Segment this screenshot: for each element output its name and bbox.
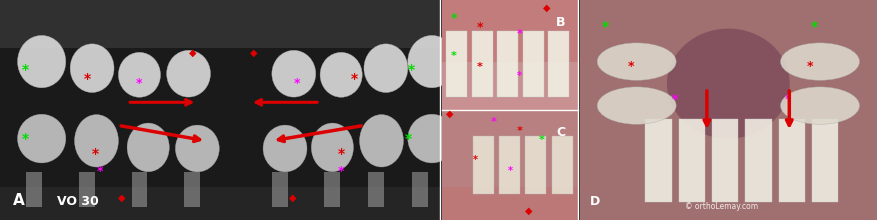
Text: *: *: [508, 166, 513, 176]
Text: *: *: [338, 165, 344, 178]
Ellipse shape: [360, 115, 403, 167]
Bar: [779, 119, 805, 202]
Text: *: *: [672, 94, 678, 106]
Text: ◆: ◆: [446, 109, 454, 119]
Ellipse shape: [781, 43, 859, 80]
Text: *: *: [83, 72, 90, 86]
Ellipse shape: [18, 35, 66, 88]
Text: *: *: [351, 72, 358, 86]
Ellipse shape: [667, 29, 790, 139]
Text: *: *: [405, 132, 412, 146]
Ellipse shape: [781, 87, 859, 124]
Bar: [472, 31, 493, 97]
Bar: [368, 172, 384, 207]
Text: VO 30: VO 30: [57, 195, 99, 208]
Text: *: *: [477, 21, 483, 34]
Bar: [26, 172, 42, 207]
Bar: [525, 136, 546, 194]
Bar: [548, 31, 569, 97]
Text: ◆: ◆: [118, 193, 126, 203]
Text: A: A: [13, 192, 25, 208]
Text: *: *: [96, 165, 103, 178]
Text: *: *: [451, 51, 457, 61]
Bar: [442, 0, 578, 62]
Text: ◆: ◆: [189, 48, 196, 58]
Text: *: *: [22, 63, 29, 77]
Text: *: *: [517, 126, 523, 136]
Bar: [712, 119, 738, 202]
Text: *: *: [338, 147, 345, 161]
Ellipse shape: [364, 44, 408, 92]
Bar: [745, 119, 772, 202]
Ellipse shape: [118, 52, 160, 97]
Bar: [497, 31, 518, 97]
Bar: [0, 0, 440, 48]
Text: *: *: [785, 94, 791, 106]
Ellipse shape: [311, 123, 353, 172]
Ellipse shape: [597, 43, 676, 80]
Bar: [272, 172, 288, 207]
Text: *: *: [807, 61, 813, 73]
Text: *: *: [451, 12, 457, 25]
Text: ◆: ◆: [289, 193, 297, 203]
Ellipse shape: [408, 35, 456, 88]
Bar: [812, 119, 838, 202]
Text: *: *: [811, 20, 818, 34]
Bar: [645, 119, 672, 202]
Bar: [552, 136, 573, 194]
Ellipse shape: [320, 52, 362, 97]
Bar: [442, 0, 578, 110]
Bar: [679, 119, 705, 202]
Text: D: D: [590, 195, 601, 208]
Text: *: *: [517, 29, 523, 39]
Bar: [473, 136, 494, 194]
Bar: [442, 187, 578, 220]
Text: *: *: [490, 117, 496, 127]
Ellipse shape: [597, 87, 676, 124]
Bar: [79, 172, 95, 207]
Text: *: *: [92, 147, 99, 161]
Bar: [442, 110, 578, 220]
Bar: [0, 187, 440, 220]
Text: *: *: [538, 135, 545, 145]
Text: *: *: [477, 62, 483, 72]
Text: *: *: [22, 132, 29, 146]
Bar: [412, 172, 428, 207]
Text: ◆: ◆: [525, 205, 533, 215]
Bar: [499, 136, 520, 194]
Text: ◆: ◆: [250, 48, 258, 58]
Text: *: *: [473, 155, 478, 165]
Ellipse shape: [75, 115, 118, 167]
Text: ◆: ◆: [543, 3, 551, 13]
Bar: [324, 172, 340, 207]
Text: B: B: [556, 16, 566, 29]
Ellipse shape: [272, 50, 316, 97]
Bar: [184, 172, 200, 207]
Text: *: *: [517, 71, 522, 81]
Ellipse shape: [70, 44, 114, 92]
Text: *: *: [294, 77, 300, 90]
Ellipse shape: [127, 123, 169, 172]
Text: *: *: [408, 63, 415, 77]
Bar: [523, 31, 544, 97]
Ellipse shape: [18, 114, 66, 163]
Ellipse shape: [408, 114, 456, 163]
Ellipse shape: [167, 50, 210, 97]
Ellipse shape: [263, 125, 307, 172]
Text: © orthoLemay.com: © orthoLemay.com: [685, 202, 758, 211]
Bar: [132, 172, 147, 207]
Text: *: *: [628, 61, 634, 73]
Bar: [0, 0, 440, 220]
Ellipse shape: [175, 125, 219, 172]
Text: *: *: [136, 77, 142, 90]
Text: *: *: [602, 20, 609, 34]
Bar: [580, 0, 877, 220]
Bar: [446, 31, 467, 97]
Text: C: C: [556, 126, 565, 139]
